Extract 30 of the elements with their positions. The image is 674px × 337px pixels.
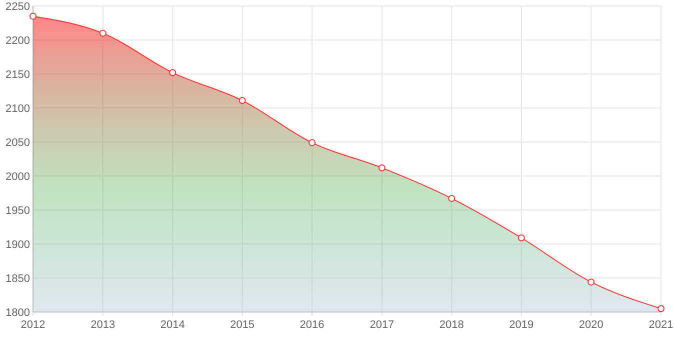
point xyxy=(30,12,36,20)
point xyxy=(378,164,386,172)
x-tick-label: 2016 xyxy=(300,319,324,331)
point xyxy=(238,97,246,104)
y-tick-label: 2250 xyxy=(6,0,30,13)
y-tick-label: 2100 xyxy=(6,102,30,115)
point xyxy=(588,278,595,286)
x-tick-label: 2021 xyxy=(648,319,674,331)
x-tick-label: 2018 xyxy=(439,319,464,331)
y-tick-label: 1800 xyxy=(6,306,30,319)
point xyxy=(308,139,316,146)
point xyxy=(658,305,664,312)
y-tick-label: 1850 xyxy=(6,272,30,285)
point xyxy=(448,194,456,202)
point xyxy=(99,30,106,37)
y-tick-label: 1950 xyxy=(6,204,30,217)
point xyxy=(518,234,525,242)
point xyxy=(169,69,176,76)
x-tick-label: 2015 xyxy=(230,319,255,331)
x-tick-label: 2017 xyxy=(370,319,394,331)
x-tick-label: 2013 xyxy=(90,319,116,331)
y-tick-label: 2050 xyxy=(6,136,30,149)
x-tick-label: 2012 xyxy=(20,319,46,331)
y-tick-label: 2150 xyxy=(6,68,30,81)
y-tick-label: 2000 xyxy=(6,170,30,183)
x-tick-label: 2019 xyxy=(509,319,534,331)
y-tick-label: 1900 xyxy=(6,238,30,251)
y-tick-label: 2200 xyxy=(6,34,30,47)
x-tick-label: 2020 xyxy=(578,319,604,331)
x-tick-label: 2014 xyxy=(160,319,185,331)
